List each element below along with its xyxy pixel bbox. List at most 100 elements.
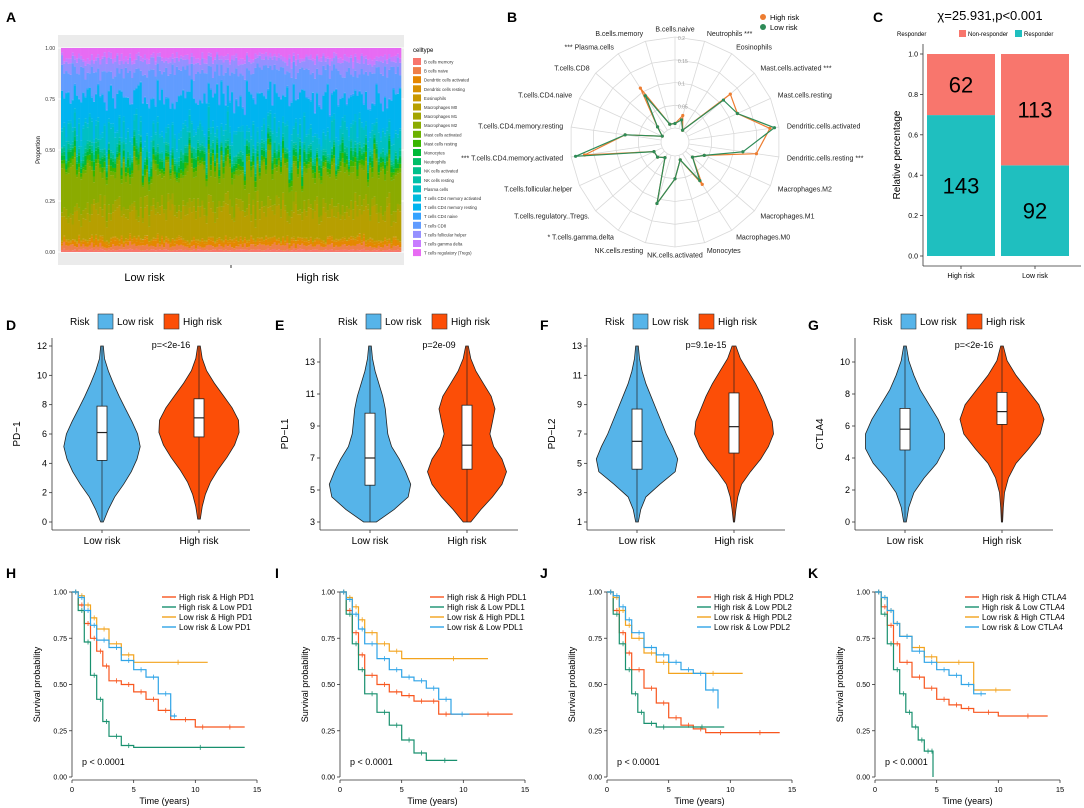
bar-segment [201,126,204,131]
bar-segment [92,170,96,177]
bar-segment [275,158,279,165]
bar-segment [235,237,238,241]
panel-label-f: F [540,317,549,333]
bar-segment [343,54,347,61]
bar-segment [369,108,372,111]
bar-segment [371,150,374,154]
bar-segment [175,66,179,102]
bar-segment [69,213,72,219]
bar-segment [364,71,368,92]
bar-segment [316,154,319,158]
bar-segment [294,161,298,167]
bar-segment [99,64,102,81]
legend-swatch-low [632,313,649,330]
bar-segment [303,69,306,90]
bar-segment [160,74,164,89]
bar-segment [224,48,228,56]
bar-segment [243,114,247,116]
bar-segment [333,206,336,217]
bar-segment [233,242,236,249]
bar-segment [252,205,255,239]
bar-segment [320,165,323,168]
bar-segment [377,212,381,223]
bar-segment [377,93,381,131]
bar-segment [205,167,208,173]
bar-segment [188,198,191,208]
bar-segment [137,216,140,222]
bar-segment [137,52,140,56]
bar-segment [75,242,79,244]
bar-segment [131,48,134,62]
bar-segment [216,250,219,252]
bar-segment [173,158,177,162]
bar-segment [390,161,393,165]
bar-segment [394,158,398,169]
bar-segment [163,242,166,248]
bar-segment [71,240,75,245]
bar-segment [243,176,247,181]
bar-segment [271,56,274,60]
bar-segment [354,144,357,148]
bar-segment [231,184,234,207]
bar-segment [112,123,115,127]
bar-segment [75,58,79,63]
legend-label: T cells regulatory (Tregs) [424,251,472,256]
bar-segment [288,178,291,181]
bar-segment [326,237,330,239]
bar-segment [388,118,391,122]
bar-segment [288,156,291,171]
legend-label-high: High risk [183,317,223,328]
bar-segment [167,238,170,240]
bar-segment [267,90,270,113]
bar-segment [316,152,319,155]
bar-segment [262,148,266,151]
bar-segment [86,140,89,144]
bar-segment [139,143,143,148]
bar-segment [398,168,402,173]
bar-segment [335,170,338,175]
bar-segment [379,102,383,104]
bar-segment [260,147,264,150]
bar-segment [152,69,155,98]
bar-segment [343,115,347,122]
bar-segment [163,58,166,63]
bar-segment [133,137,136,147]
bar-segment [350,160,353,167]
bar-segment [197,147,200,150]
bar-segment [67,167,70,174]
bar-segment [350,55,353,58]
bar-segment [324,149,327,152]
bar-segment [354,245,357,251]
bar-segment [148,108,151,153]
bar-segment [322,154,325,157]
bar-segment [182,200,185,206]
bar-segment [82,238,85,240]
bar-segment [339,63,342,75]
bar-segment [254,58,257,68]
bar-segment [288,183,291,188]
bar-segment [182,90,185,124]
radar-spoke [682,153,733,231]
bar-segment [275,69,279,93]
bar-segment [126,175,130,210]
radar-point [638,86,642,90]
bar-segment [233,217,236,222]
bar-segment [256,156,259,161]
bar-segment [197,58,200,63]
bar-segment [354,53,357,57]
bar-segment [78,207,81,221]
bar-segment [324,92,327,136]
bar-segment [84,170,87,174]
bar-segment [80,214,83,227]
bar-segment [80,241,83,244]
bar-segment [175,169,179,173]
bar-segment [377,164,381,173]
bar-segment [112,175,115,205]
bar-segment [228,242,232,245]
bar-segment [163,241,166,243]
bar-segment [92,182,96,200]
bar-segment [271,236,274,238]
bar-segment [398,58,402,63]
bar-segment [129,70,132,104]
